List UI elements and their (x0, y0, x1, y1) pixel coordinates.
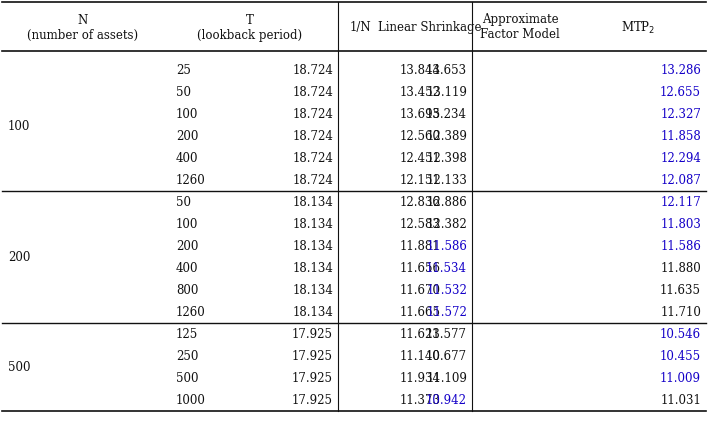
Text: 200: 200 (176, 240, 198, 253)
Text: Linear Shrinkage: Linear Shrinkage (378, 21, 482, 34)
Text: 11.577: 11.577 (426, 328, 467, 341)
Text: 250: 250 (176, 350, 198, 363)
Text: 12.382: 12.382 (427, 218, 467, 231)
Text: 100: 100 (8, 119, 31, 132)
Text: 11.880: 11.880 (661, 262, 701, 275)
Text: 13.695: 13.695 (400, 108, 441, 121)
Text: 11.858: 11.858 (661, 130, 701, 143)
Text: 125: 125 (176, 328, 198, 341)
Text: 11.710: 11.710 (660, 306, 701, 319)
Text: 18.134: 18.134 (292, 240, 333, 253)
Text: 10.677: 10.677 (426, 350, 467, 363)
Text: 17.925: 17.925 (292, 371, 333, 385)
Text: 400: 400 (176, 152, 198, 165)
Text: 18.134: 18.134 (292, 196, 333, 209)
Text: 11.109: 11.109 (426, 371, 467, 385)
Text: 11.532: 11.532 (426, 284, 467, 297)
Text: 11.623: 11.623 (400, 328, 441, 341)
Text: 11.656: 11.656 (400, 262, 441, 275)
Text: 11.031: 11.031 (660, 394, 701, 406)
Text: 10.942: 10.942 (426, 394, 467, 406)
Text: 13.844: 13.844 (400, 64, 441, 77)
Text: 18.724: 18.724 (292, 174, 333, 187)
Text: 18.724: 18.724 (292, 130, 333, 143)
Text: 18.724: 18.724 (292, 86, 333, 99)
Text: N
(number of assets): N (number of assets) (28, 14, 139, 41)
Text: 18.134: 18.134 (292, 218, 333, 231)
Text: T
(lookback period): T (lookback period) (198, 14, 303, 41)
Text: 11.534: 11.534 (426, 262, 467, 275)
Text: 11.586: 11.586 (426, 240, 467, 253)
Text: 17.925: 17.925 (292, 328, 333, 341)
Text: 11.670: 11.670 (400, 284, 441, 297)
Text: 1260: 1260 (176, 174, 205, 187)
Text: 18.724: 18.724 (292, 64, 333, 77)
Text: 12.133: 12.133 (426, 174, 467, 187)
Text: 11.009: 11.009 (660, 371, 701, 385)
Text: 12.655: 12.655 (660, 86, 701, 99)
Text: 13.234: 13.234 (426, 108, 467, 121)
Text: 13.653: 13.653 (426, 64, 467, 77)
Text: 25: 25 (176, 64, 191, 77)
Text: 800: 800 (176, 284, 198, 297)
Text: 12.836: 12.836 (400, 196, 441, 209)
Text: 10.546: 10.546 (660, 328, 701, 341)
Text: 12.886: 12.886 (427, 196, 467, 209)
Text: 11.665: 11.665 (400, 306, 441, 319)
Text: 1260: 1260 (176, 306, 205, 319)
Text: 12.389: 12.389 (426, 130, 467, 143)
Text: 12.583: 12.583 (400, 218, 441, 231)
Text: 13.286: 13.286 (660, 64, 701, 77)
Text: 12.560: 12.560 (400, 130, 441, 143)
Text: 10.455: 10.455 (660, 350, 701, 363)
Text: 100: 100 (176, 218, 198, 231)
Text: 500: 500 (8, 361, 31, 374)
Text: 17.925: 17.925 (292, 394, 333, 406)
Text: 11.572: 11.572 (426, 306, 467, 319)
Text: 11.586: 11.586 (660, 240, 701, 253)
Text: 18.724: 18.724 (292, 152, 333, 165)
Text: 12.117: 12.117 (661, 196, 701, 209)
Text: 12.151: 12.151 (400, 174, 441, 187)
Text: 500: 500 (176, 371, 198, 385)
Text: 1/N: 1/N (349, 21, 371, 34)
Text: 18.134: 18.134 (292, 262, 333, 275)
Text: 400: 400 (176, 262, 198, 275)
Text: 200: 200 (8, 251, 31, 264)
Text: 11.803: 11.803 (660, 218, 701, 231)
Text: 11.140: 11.140 (400, 350, 441, 363)
Text: 12.451: 12.451 (400, 152, 441, 165)
Text: 1000: 1000 (176, 394, 206, 406)
Text: 12.398: 12.398 (426, 152, 467, 165)
Text: 11.635: 11.635 (660, 284, 701, 297)
Text: 17.925: 17.925 (292, 350, 333, 363)
Text: Approximate
Factor Model: Approximate Factor Model (480, 14, 560, 41)
Text: 18.134: 18.134 (292, 306, 333, 319)
Text: 50: 50 (176, 86, 191, 99)
Text: 18.724: 18.724 (292, 108, 333, 121)
Text: 12.087: 12.087 (660, 174, 701, 187)
Text: 12.294: 12.294 (660, 152, 701, 165)
Text: 11.881: 11.881 (400, 240, 441, 253)
Text: 200: 200 (176, 130, 198, 143)
Text: 13.452: 13.452 (400, 86, 441, 99)
Text: 13.119: 13.119 (426, 86, 467, 99)
Text: 18.134: 18.134 (292, 284, 333, 297)
Text: 11.373: 11.373 (400, 394, 441, 406)
Text: MTP$_2$: MTP$_2$ (621, 20, 655, 35)
Text: 100: 100 (176, 108, 198, 121)
Text: 11.934: 11.934 (400, 371, 441, 385)
Text: 50: 50 (176, 196, 191, 209)
Text: 12.327: 12.327 (660, 108, 701, 121)
